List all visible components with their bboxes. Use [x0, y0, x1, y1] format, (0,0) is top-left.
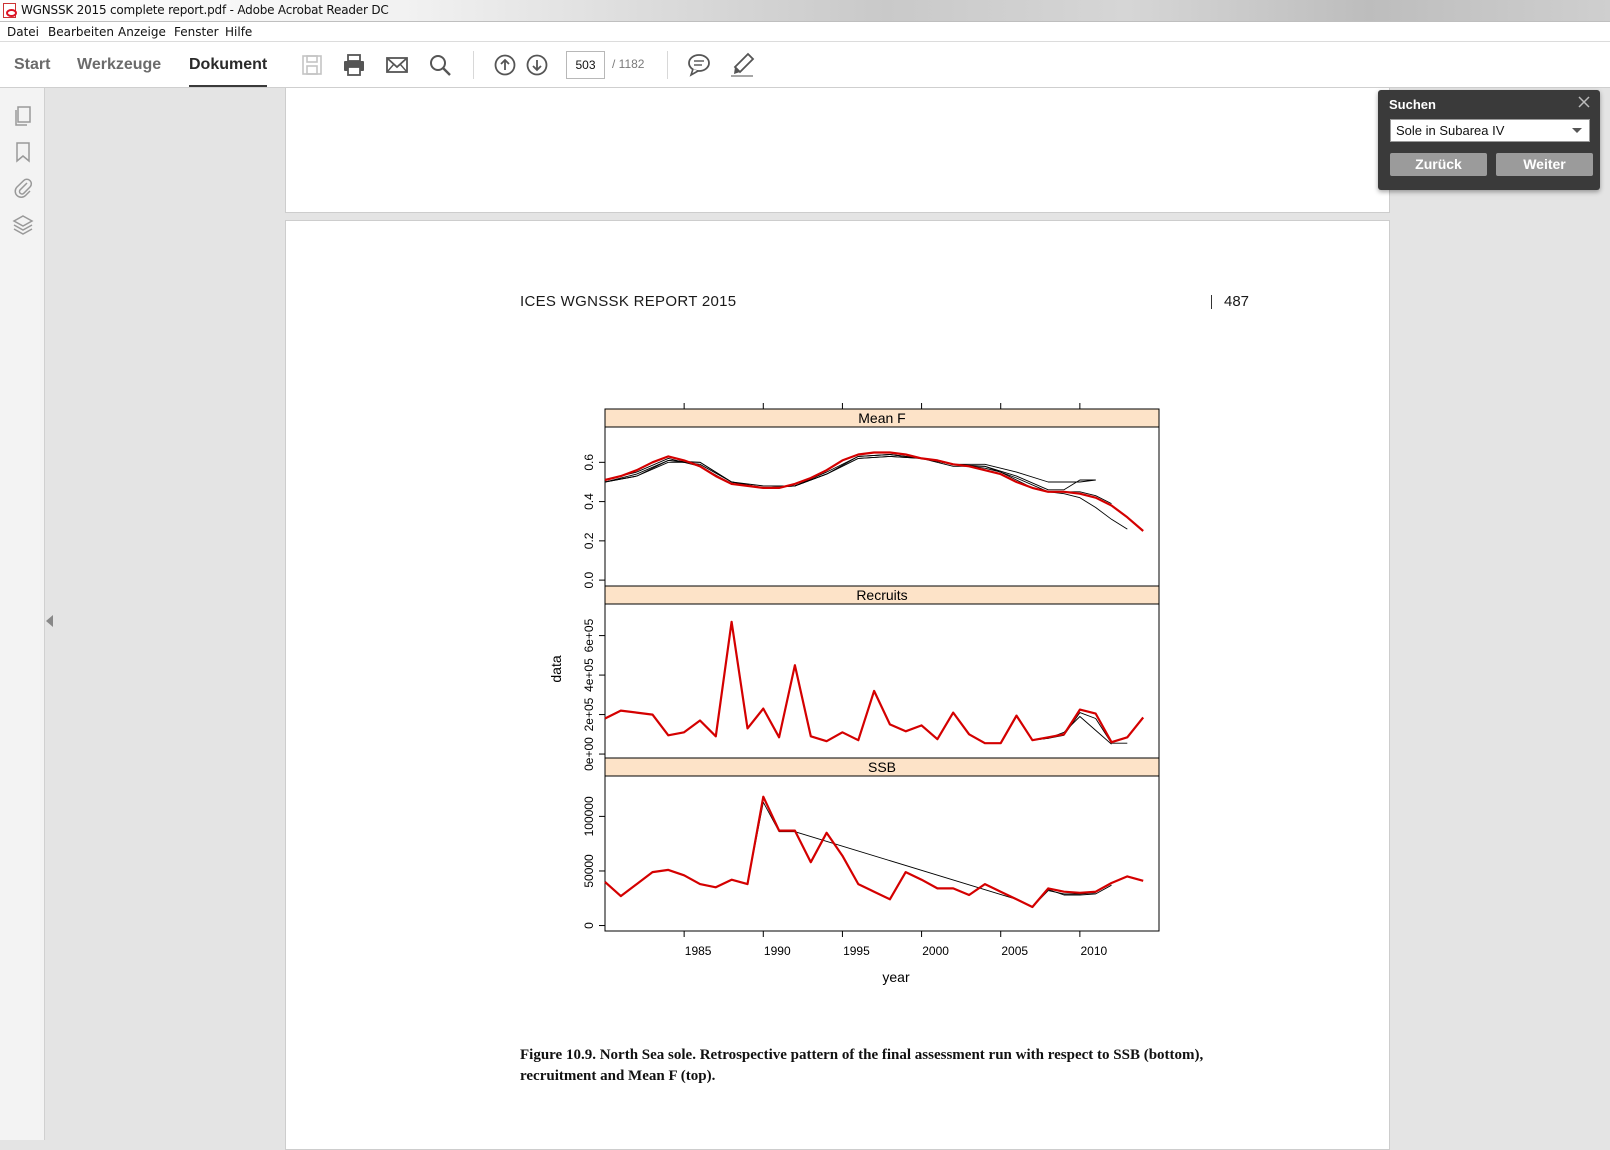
page-total: / 1182 — [612, 57, 645, 71]
menu-hilfe[interactable]: Hilfe — [225, 25, 253, 39]
panel-frame — [604, 426, 1160, 587]
retro-run-line — [604, 455, 1096, 489]
search-next-button[interactable]: Weiter — [1496, 153, 1593, 176]
attachment-icon[interactable] — [11, 176, 35, 200]
x-tick-label: 1985 — [685, 944, 712, 958]
left-navigation-rail — [0, 88, 45, 1140]
y-tick-label: 0.2 — [582, 532, 596, 549]
final-run-line — [604, 620, 1145, 745]
acrobat-app-icon — [3, 3, 17, 18]
bookmark-icon[interactable] — [11, 140, 35, 164]
tab-werkzeuge[interactable]: Werkzeuge — [77, 56, 162, 73]
panel-title: SSB — [868, 759, 896, 775]
retro-run-line — [1000, 716, 1112, 745]
figure-caption: Figure 10.9. North Sea sole. Retrospecti… — [520, 1047, 1204, 1084]
y-tick-label: 0.6 — [582, 454, 596, 471]
y-tick-label: 2e+05 — [582, 697, 596, 731]
x-tick-label: 1995 — [843, 944, 870, 958]
email-icon[interactable] — [383, 51, 411, 79]
search-back-button[interactable]: Zurück — [1390, 153, 1487, 176]
y-tick-label: 0 — [582, 922, 596, 929]
chevron-down-icon[interactable] — [1572, 128, 1582, 133]
tab-dokument[interactable]: Dokument — [189, 56, 268, 87]
highlight-pen-icon[interactable] — [728, 51, 756, 79]
retro-run-line — [747, 801, 1096, 908]
collapse-panel-arrow-icon[interactable] — [46, 615, 53, 627]
layers-icon[interactable] — [11, 212, 35, 236]
x-tick-label: 2000 — [922, 944, 949, 958]
window-title: WGNSSK 2015 complete report.pdf - Adobe … — [21, 3, 389, 17]
close-icon[interactable] — [1577, 95, 1591, 109]
search-panel-title: Suchen — [1389, 97, 1436, 112]
menu-anzeige[interactable]: Anzeige — [118, 25, 166, 39]
x-tick-label: 2005 — [1001, 944, 1028, 958]
x-tick-label: 2010 — [1081, 944, 1108, 958]
menu-bar: Datei Bearbeiten Anzeige Fenster Hilfe — [0, 22, 1610, 42]
menu-fenster[interactable]: Fenster — [174, 25, 219, 39]
running-head: ICES WGNSSK REPORT 2015 — [520, 293, 737, 310]
menu-datei[interactable]: Datei — [7, 25, 40, 39]
y-tick-label: 100000 — [582, 796, 596, 836]
page-number-label: 487 — [1210, 293, 1250, 310]
panel-frame — [604, 603, 1160, 759]
retrospective-chart: Mean F 0.0 0.2 0.4 0.6 Recruits 0e+00 2e+05 4e+0… — [548, 403, 1160, 985]
comment-icon[interactable] — [685, 51, 713, 79]
search-panel: Suchen Sole in Subarea IV Zurück Weiter — [1378, 90, 1600, 190]
page-number-input[interactable] — [566, 51, 605, 79]
panel-title: Mean F — [858, 410, 905, 426]
current-page: ICES WGNSSK REPORT 2015 487 Mean F 0.0 0.2… — [285, 220, 1390, 1150]
toolbar-separator — [473, 51, 474, 79]
search-icon[interactable] — [426, 51, 454, 79]
toolbar: Start Werkzeuge Dokument / 1182 — [0, 42, 1610, 88]
panel-frame — [604, 775, 1160, 932]
panel-title: Recruits — [856, 587, 907, 603]
y-axis-label: data — [548, 655, 564, 682]
final-run-line — [604, 451, 1144, 532]
y-tick-label: 0.0 — [582, 571, 596, 588]
y-tick-label: 0.4 — [582, 493, 596, 510]
page-down-icon[interactable] — [523, 51, 551, 79]
toolbar-separator — [667, 51, 668, 79]
y-tick-label: 4e+05 — [582, 658, 596, 692]
retro-run-line — [1016, 884, 1112, 908]
pages-icon[interactable] — [11, 104, 35, 128]
menu-bearbeiten[interactable]: Bearbeiten — [48, 25, 114, 39]
y-tick-label: 0e+00 — [582, 737, 596, 771]
final-run-line — [604, 795, 1144, 909]
print-icon[interactable] — [340, 51, 368, 79]
page-up-icon[interactable] — [491, 51, 519, 79]
x-tick-label: 1990 — [764, 944, 791, 958]
y-tick-label: 6e+05 — [582, 618, 596, 652]
title-bar: WGNSSK 2015 complete report.pdf - Adobe … — [0, 0, 1610, 22]
save-icon[interactable] — [298, 51, 326, 79]
search-input[interactable]: Sole in Subarea IV — [1390, 119, 1590, 142]
y-tick-label: 50000 — [582, 854, 596, 888]
tab-start[interactable]: Start — [14, 56, 51, 73]
previous-page — [285, 88, 1390, 213]
x-axis-label: year — [882, 969, 910, 985]
